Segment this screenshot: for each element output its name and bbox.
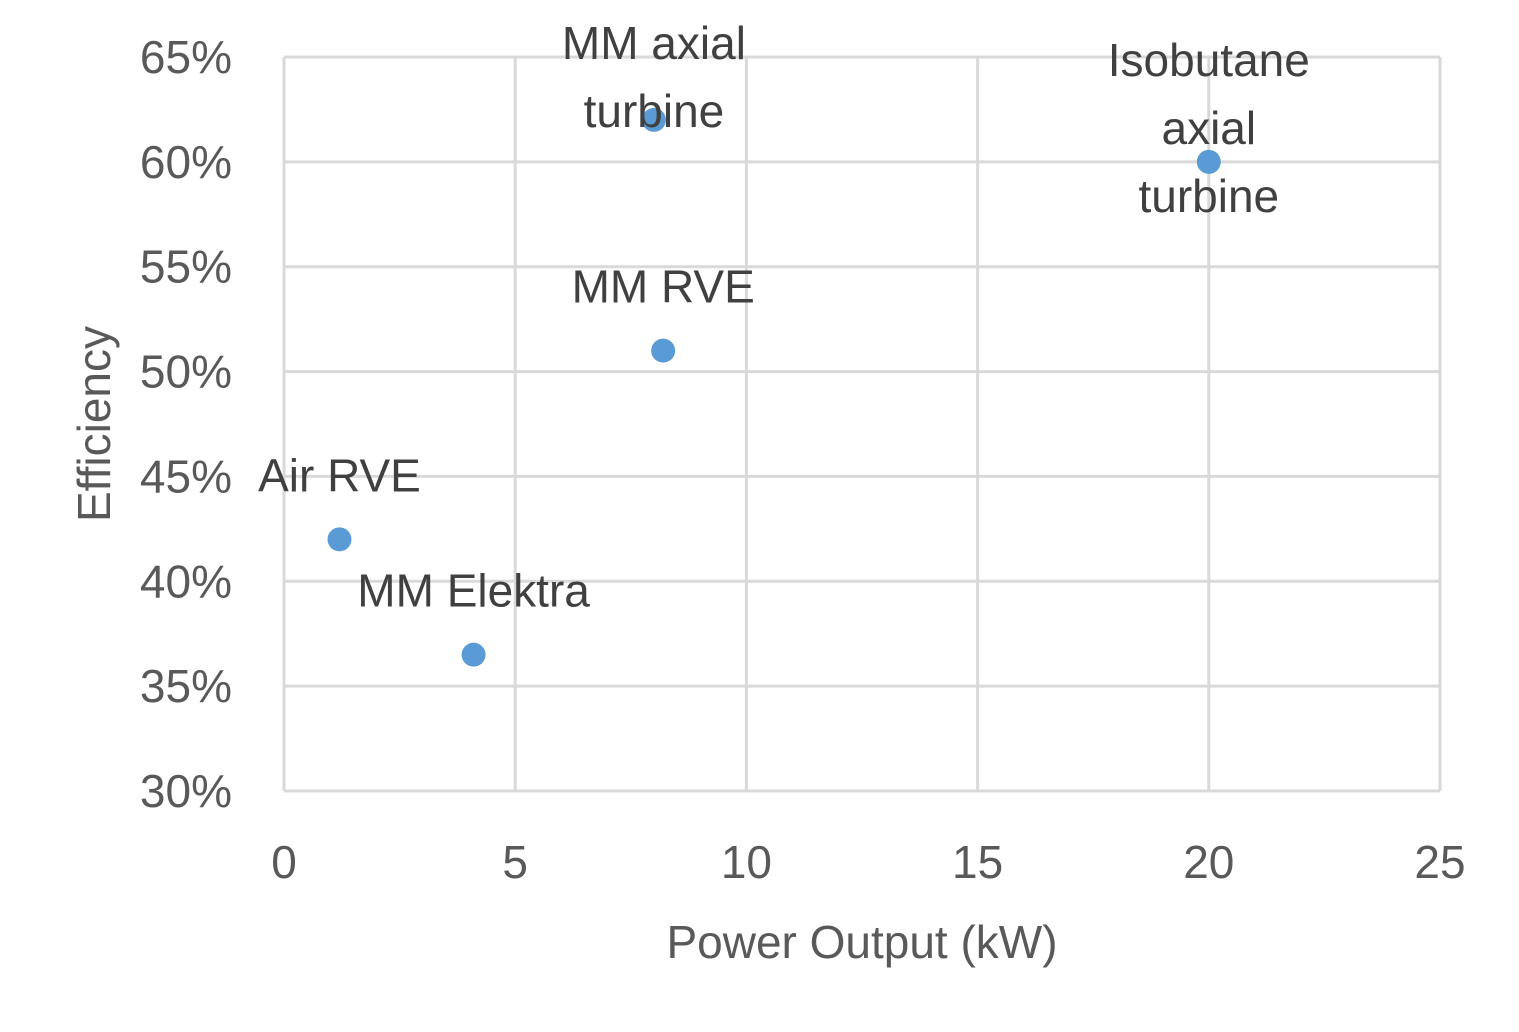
y-tick-label: 35% <box>140 660 232 712</box>
x-axis-title: Power Output (kW) <box>666 916 1057 968</box>
data-points <box>327 107 1221 667</box>
data-point <box>641 107 666 132</box>
gridlines <box>282 55 1442 793</box>
data-label: MM RVE <box>572 261 755 313</box>
x-tick-label: 10 <box>721 836 772 888</box>
data-label: MM axial turbine <box>562 17 746 137</box>
x-axis-tick-labels: 0 5 10 15 20 25 <box>271 836 1465 888</box>
x-tick-label: 15 <box>952 836 1003 888</box>
x-tick-label: 5 <box>502 836 528 888</box>
y-tick-label: 30% <box>140 765 232 817</box>
y-tick-label: 50% <box>140 346 232 398</box>
x-tick-label: 20 <box>1183 836 1234 888</box>
data-point <box>461 642 486 667</box>
data-label: Air RVE <box>258 449 421 501</box>
data-point <box>651 338 676 363</box>
data-point <box>1196 149 1221 174</box>
x-tick-label: 0 <box>271 836 297 888</box>
y-tick-label: 60% <box>140 136 232 188</box>
data-label: MM Elektra <box>357 565 590 617</box>
y-tick-label: 45% <box>140 450 232 502</box>
y-tick-label: 40% <box>140 555 232 607</box>
y-axis-title: Efficiency <box>68 326 120 522</box>
y-tick-label: 65% <box>140 31 232 83</box>
data-point <box>327 527 352 552</box>
x-tick-label: 25 <box>1414 836 1465 888</box>
y-tick-label: 55% <box>140 241 232 293</box>
data-label: Isobutane axial turbine <box>1108 34 1310 222</box>
data-labels: MM axial turbine Isobutane axial turbine MM R… <box>258 17 1310 617</box>
y-axis-tick-labels: 30% 35% 40% 45% 50% 55% 60% 65% <box>140 31 232 817</box>
